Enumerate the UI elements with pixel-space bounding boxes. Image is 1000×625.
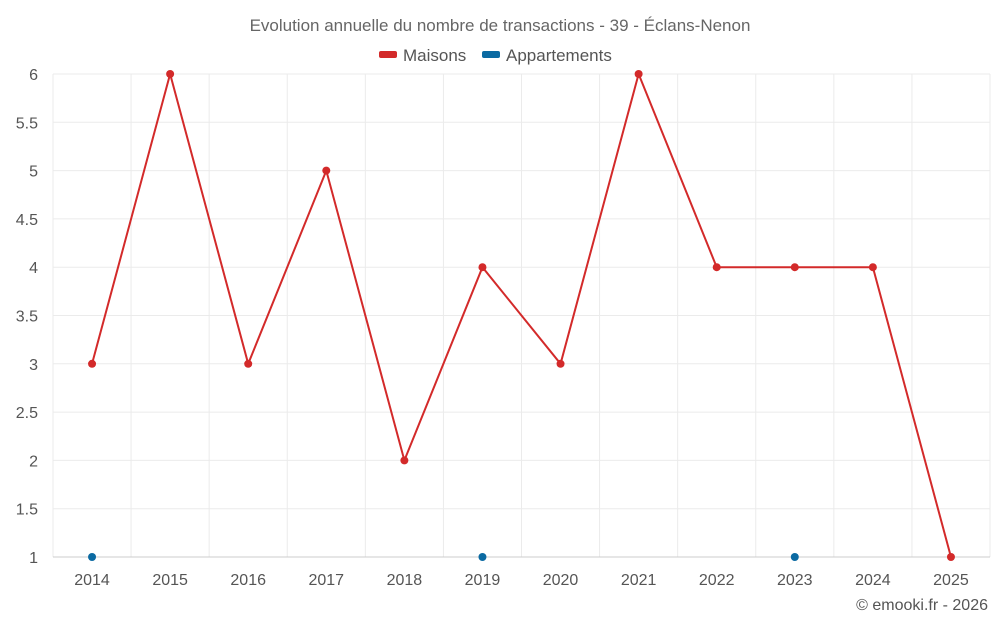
y-tick-label: 5.5 — [16, 115, 38, 132]
data-point — [790, 263, 799, 272]
y-tick-label: 3.5 — [16, 309, 38, 326]
y-axis: 1 1.5 2 2.5 3 3.5 4 4.5 5 5.5 6 — [16, 67, 38, 567]
y-tick-label: 1 — [29, 550, 38, 567]
y-tick-label: 1.5 — [16, 502, 38, 519]
series-group — [88, 70, 955, 561]
chart-title: Evolution annuelle du nombre de transact… — [250, 16, 751, 35]
x-tick-label: 2015 — [152, 572, 188, 589]
legend-label: Appartements — [506, 46, 612, 65]
data-point — [946, 553, 955, 561]
data-point — [400, 456, 409, 465]
y-tick-label: 4 — [29, 260, 38, 277]
data-point — [634, 70, 643, 78]
legend-label: Maisons — [403, 46, 466, 65]
data-point — [478, 263, 487, 272]
data-point — [88, 553, 97, 561]
data-point — [244, 359, 253, 368]
data-point — [790, 553, 799, 561]
x-tick-label: 2016 — [230, 572, 266, 589]
x-tick-label: 2025 — [933, 572, 969, 589]
data-point — [88, 359, 97, 368]
data-point — [868, 263, 877, 272]
x-tick-label: 2017 — [308, 572, 344, 589]
legend-swatch — [379, 51, 397, 58]
x-tick-label: 2020 — [543, 572, 579, 589]
x-tick-label: 2023 — [777, 572, 813, 589]
data-point — [556, 359, 565, 368]
data-point — [478, 553, 487, 561]
credit-text: © emooki.fr - 2026 — [856, 597, 988, 614]
x-tick-label: 2022 — [699, 572, 735, 589]
y-tick-label: 3 — [29, 357, 38, 374]
data-point — [322, 166, 331, 175]
x-tick-label: 2021 — [621, 572, 657, 589]
x-tick-label: 2018 — [387, 572, 423, 589]
y-tick-label: 5 — [29, 164, 38, 181]
data-point — [712, 263, 721, 272]
y-tick-label: 6 — [29, 67, 38, 84]
x-tick-label: 2024 — [855, 572, 891, 589]
legend-swatch — [482, 51, 500, 58]
series-line — [91, 70, 952, 558]
x-tick-label: 2014 — [74, 572, 110, 589]
y-tick-label: 2.5 — [16, 405, 38, 422]
x-tick-label: 2019 — [465, 572, 501, 589]
data-point — [166, 70, 175, 78]
legend: Maisons Appartements — [379, 46, 612, 65]
x-axis: 2014 2015 2016 2017 2018 2019 2020 2021 2022 2023… — [74, 572, 969, 589]
y-tick-label: 2 — [29, 453, 38, 470]
y-tick-label: 4.5 — [16, 212, 38, 229]
